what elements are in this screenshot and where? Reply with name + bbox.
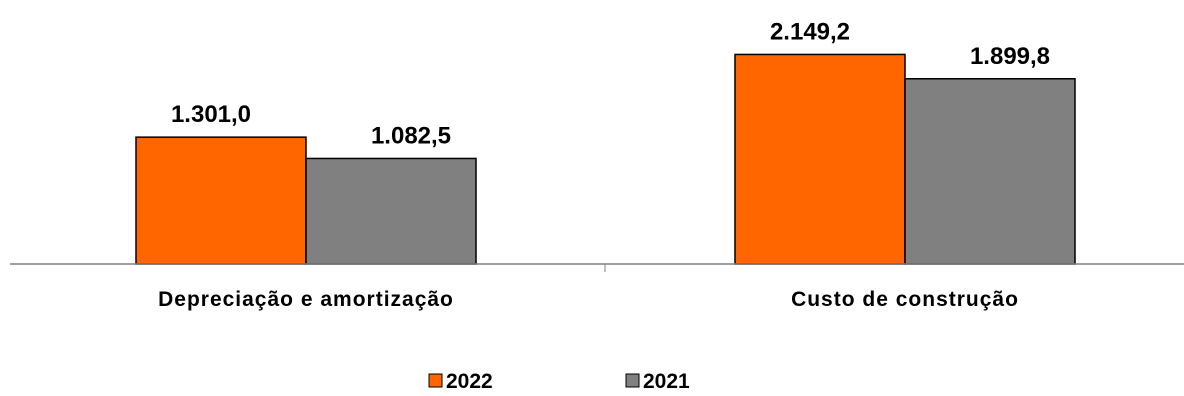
value-label-2021-1: 1.082,5 xyxy=(371,122,451,149)
bar-2021-1 xyxy=(305,157,477,265)
legend-label-2022: 2022 xyxy=(446,370,493,393)
legend-swatch-2021 xyxy=(625,373,640,388)
category-label-1: Depreciação e amortização xyxy=(158,288,454,311)
bar-2022-1 xyxy=(135,136,307,265)
bar-2021-2 xyxy=(904,78,1076,265)
bars-group xyxy=(135,53,1076,265)
value-label-2021-2: 1.899,8 xyxy=(970,43,1050,70)
value-labels-group: 1.301,0 1.082,5 2.149,2 1.899,8 xyxy=(171,18,1050,149)
legend-label-2021: 2021 xyxy=(643,370,690,393)
value-label-2022-1: 1.301,0 xyxy=(171,101,251,128)
bar-2022-2 xyxy=(734,53,906,265)
category-label-2: Custo de construção xyxy=(791,288,1019,311)
value-label-2022-2: 2.149,2 xyxy=(770,18,850,45)
legend-swatch-2022 xyxy=(428,373,443,388)
category-labels-group: Depreciação e amortização Custo de constr… xyxy=(158,288,1019,311)
legend: 2022 2021 xyxy=(428,370,690,393)
